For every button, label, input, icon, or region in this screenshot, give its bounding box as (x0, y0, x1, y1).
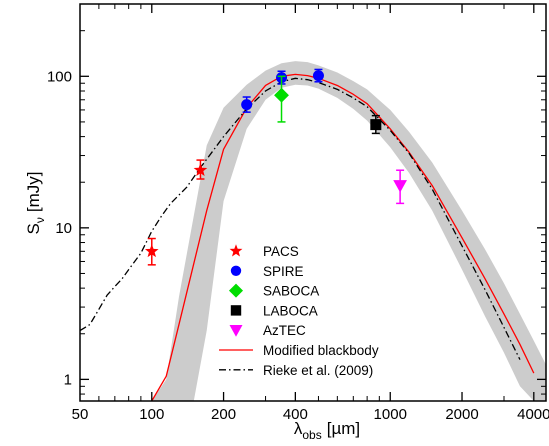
legend-item-modified-blackbody: Modified blackbody (219, 343, 379, 358)
legend-marker (229, 325, 243, 337)
aztec-marker (393, 180, 407, 193)
legend-item-rieke-et-al-2009: Rieke et al. (2009) (219, 363, 373, 378)
y-axis-subscript: ν (33, 217, 47, 223)
laboca-point (370, 114, 382, 135)
x-tick-label: 1000 (374, 406, 407, 423)
y-axis-symbol: S (24, 223, 43, 234)
spire-point (312, 68, 324, 83)
saboca-point (274, 75, 289, 123)
legend-marker (230, 305, 242, 316)
x-axis-subscript: obs (302, 428, 321, 442)
x-tick-label: 2000 (445, 406, 478, 423)
axis-ticks: 50 100 200 400 1000 2000 4000 1 10 100 (47, 3, 549, 423)
legend-label: Modified blackbody (263, 343, 379, 358)
laboca-marker (370, 119, 382, 131)
pacs-marker (193, 163, 208, 177)
confidence-band-area (151, 61, 546, 401)
x-tick-label: 400 (283, 406, 308, 423)
x-tick-label: 100 (139, 406, 164, 423)
legend-label: Rieke et al. (2009) (263, 363, 373, 378)
aztec-point (393, 169, 407, 205)
spire-marker (312, 70, 324, 82)
y-tick-label: 10 (55, 220, 72, 237)
x-tick-label: 4000 (517, 406, 549, 423)
legend-marker (228, 283, 244, 298)
x-tick-label: 200 (211, 406, 236, 423)
legend-item-aztec: AzTEC (229, 323, 306, 338)
y-tick-label: 100 (47, 68, 72, 85)
spire-point (241, 96, 253, 113)
x-axis-unit: [µm] (327, 419, 360, 438)
legend-marker (230, 265, 242, 276)
pacs-marker (144, 244, 159, 258)
legend-label: SPIRE (263, 264, 304, 279)
legend-marker (229, 244, 243, 257)
confidence-band (151, 61, 546, 401)
saboca-marker (274, 87, 289, 103)
legend-label: LABOCA (263, 303, 318, 318)
y-axis-unit: [mJy] (24, 172, 43, 213)
data-points (144, 68, 407, 266)
x-axis-title: λobs [µm] (294, 419, 360, 442)
legend-item-pacs: PACS (229, 244, 299, 259)
plot-frame (79, 3, 547, 402)
pacs-point (193, 159, 208, 180)
y-tick-label: 1 (64, 371, 72, 388)
x-tick-label: 50 (72, 406, 89, 423)
legend-item-saboca: SABOCA (228, 283, 319, 299)
legend-label: SABOCA (263, 284, 319, 299)
x-axis-symbol: λ (294, 419, 303, 438)
spire-marker (241, 99, 253, 111)
y-axis-title: Sν [mJy] (24, 172, 47, 235)
legend-label: PACS (263, 244, 299, 259)
legend: PACS SPIRE SABOCA LABOCA AzTEC Modified black… (219, 244, 379, 378)
legend-item-laboca: LABOCA (230, 303, 318, 318)
pacs-point (144, 237, 159, 266)
legend-item-spire: SPIRE (230, 264, 304, 279)
legend-label: AzTEC (263, 323, 306, 338)
